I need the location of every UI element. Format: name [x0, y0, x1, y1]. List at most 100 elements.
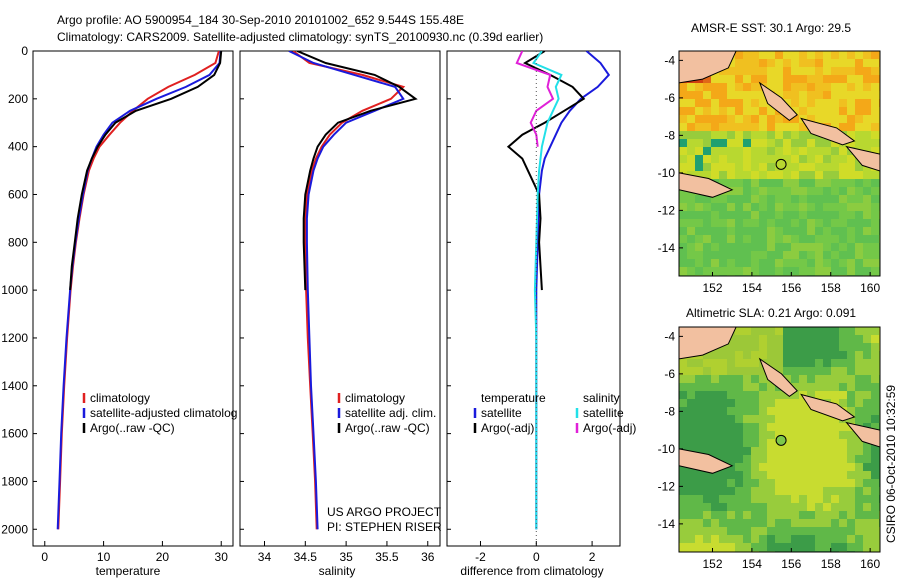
map-cell [799, 327, 807, 335]
map-cell [847, 463, 855, 471]
map-cell [743, 227, 751, 235]
map-cell [759, 163, 767, 171]
map-cell [703, 407, 711, 415]
map-cell [711, 439, 719, 447]
map-cell [743, 367, 751, 375]
map-cell [791, 91, 799, 99]
map-cell [847, 131, 855, 139]
map-cell [791, 479, 799, 487]
map-cell [815, 107, 823, 115]
map-cell [687, 439, 695, 447]
depth-tick-label: 0 [21, 44, 28, 58]
map-cell [799, 51, 807, 59]
map-cell [775, 83, 783, 91]
salinity-panel: 34 34.5 35 35.5 36 salinity climatologysatel… [239, 50, 442, 578]
map-cell [871, 351, 879, 359]
map-cell [823, 527, 831, 535]
map-cell [831, 383, 839, 391]
map-cell [751, 527, 759, 535]
map-cell [847, 179, 855, 187]
map-cell [823, 235, 831, 243]
map-cell [863, 99, 871, 107]
map-cell [727, 131, 735, 139]
map-cell [759, 211, 767, 219]
map-cell [831, 267, 839, 275]
map-cell [727, 163, 735, 171]
map-cell [855, 335, 863, 343]
map-cell [743, 343, 751, 351]
map-cell [807, 327, 815, 335]
map-cell [855, 367, 863, 375]
map-cell [727, 243, 735, 251]
map-cell [831, 147, 839, 155]
map-cell [711, 503, 719, 511]
map-cell [775, 91, 783, 99]
map-cell [695, 535, 703, 543]
map-cell [807, 519, 815, 527]
map-cell [791, 463, 799, 471]
argo-position-marker [775, 434, 787, 446]
map-cell [815, 59, 823, 67]
map-cell [743, 471, 751, 479]
map-cell [743, 123, 751, 131]
map-cell [687, 131, 695, 139]
map-cell [727, 471, 735, 479]
map-cell [759, 327, 767, 335]
map-cell [855, 171, 863, 179]
map-cell [783, 527, 791, 535]
map-cell [719, 75, 727, 83]
map-cell [799, 519, 807, 527]
map-cell [823, 463, 831, 471]
map-cell [807, 359, 815, 367]
map-cell [767, 431, 775, 439]
map-cell [847, 227, 855, 235]
map-cell [759, 399, 767, 407]
map-cell [695, 131, 703, 139]
map-cell [823, 219, 831, 227]
map-cell [783, 139, 791, 147]
map-cell [823, 259, 831, 267]
map-cell [871, 267, 879, 275]
x-tick-label: 36 [421, 550, 435, 564]
map-cell [791, 431, 799, 439]
map-cell [791, 219, 799, 227]
map-cell [871, 447, 879, 455]
map-cell [767, 463, 775, 471]
map-cell [807, 243, 815, 251]
map-cell [839, 375, 847, 383]
map-cell [815, 503, 823, 511]
map-cell [863, 91, 871, 99]
map-cell [815, 267, 823, 275]
map-cell [767, 415, 775, 423]
map-cell [759, 243, 767, 251]
map-cell [751, 391, 759, 399]
map-cell [799, 139, 807, 147]
map-cell [735, 519, 743, 527]
map-cell [735, 511, 743, 519]
map-cell [767, 59, 775, 67]
map-cell [759, 439, 767, 447]
map-cell [695, 203, 703, 211]
map-cell [831, 163, 839, 171]
map-cell [727, 75, 735, 83]
map-cell [743, 235, 751, 243]
map-cell [767, 487, 775, 495]
map-cell [871, 535, 879, 543]
map-cell [687, 383, 695, 391]
map-cell [687, 139, 695, 147]
map-cell [799, 407, 807, 415]
map-x-tick-label: 152 [702, 557, 722, 571]
map-cell [823, 211, 831, 219]
map-cell [711, 519, 719, 527]
map-cell [791, 359, 799, 367]
map-cell [871, 83, 879, 91]
map-cell [823, 487, 831, 495]
map-cell [791, 527, 799, 535]
map-cell [815, 251, 823, 259]
map-cell [703, 399, 711, 407]
map-cell [831, 139, 839, 147]
sst-map-axes [678, 50, 881, 277]
map-cell [775, 487, 783, 495]
map-cell [759, 139, 767, 147]
map-cell [775, 511, 783, 519]
